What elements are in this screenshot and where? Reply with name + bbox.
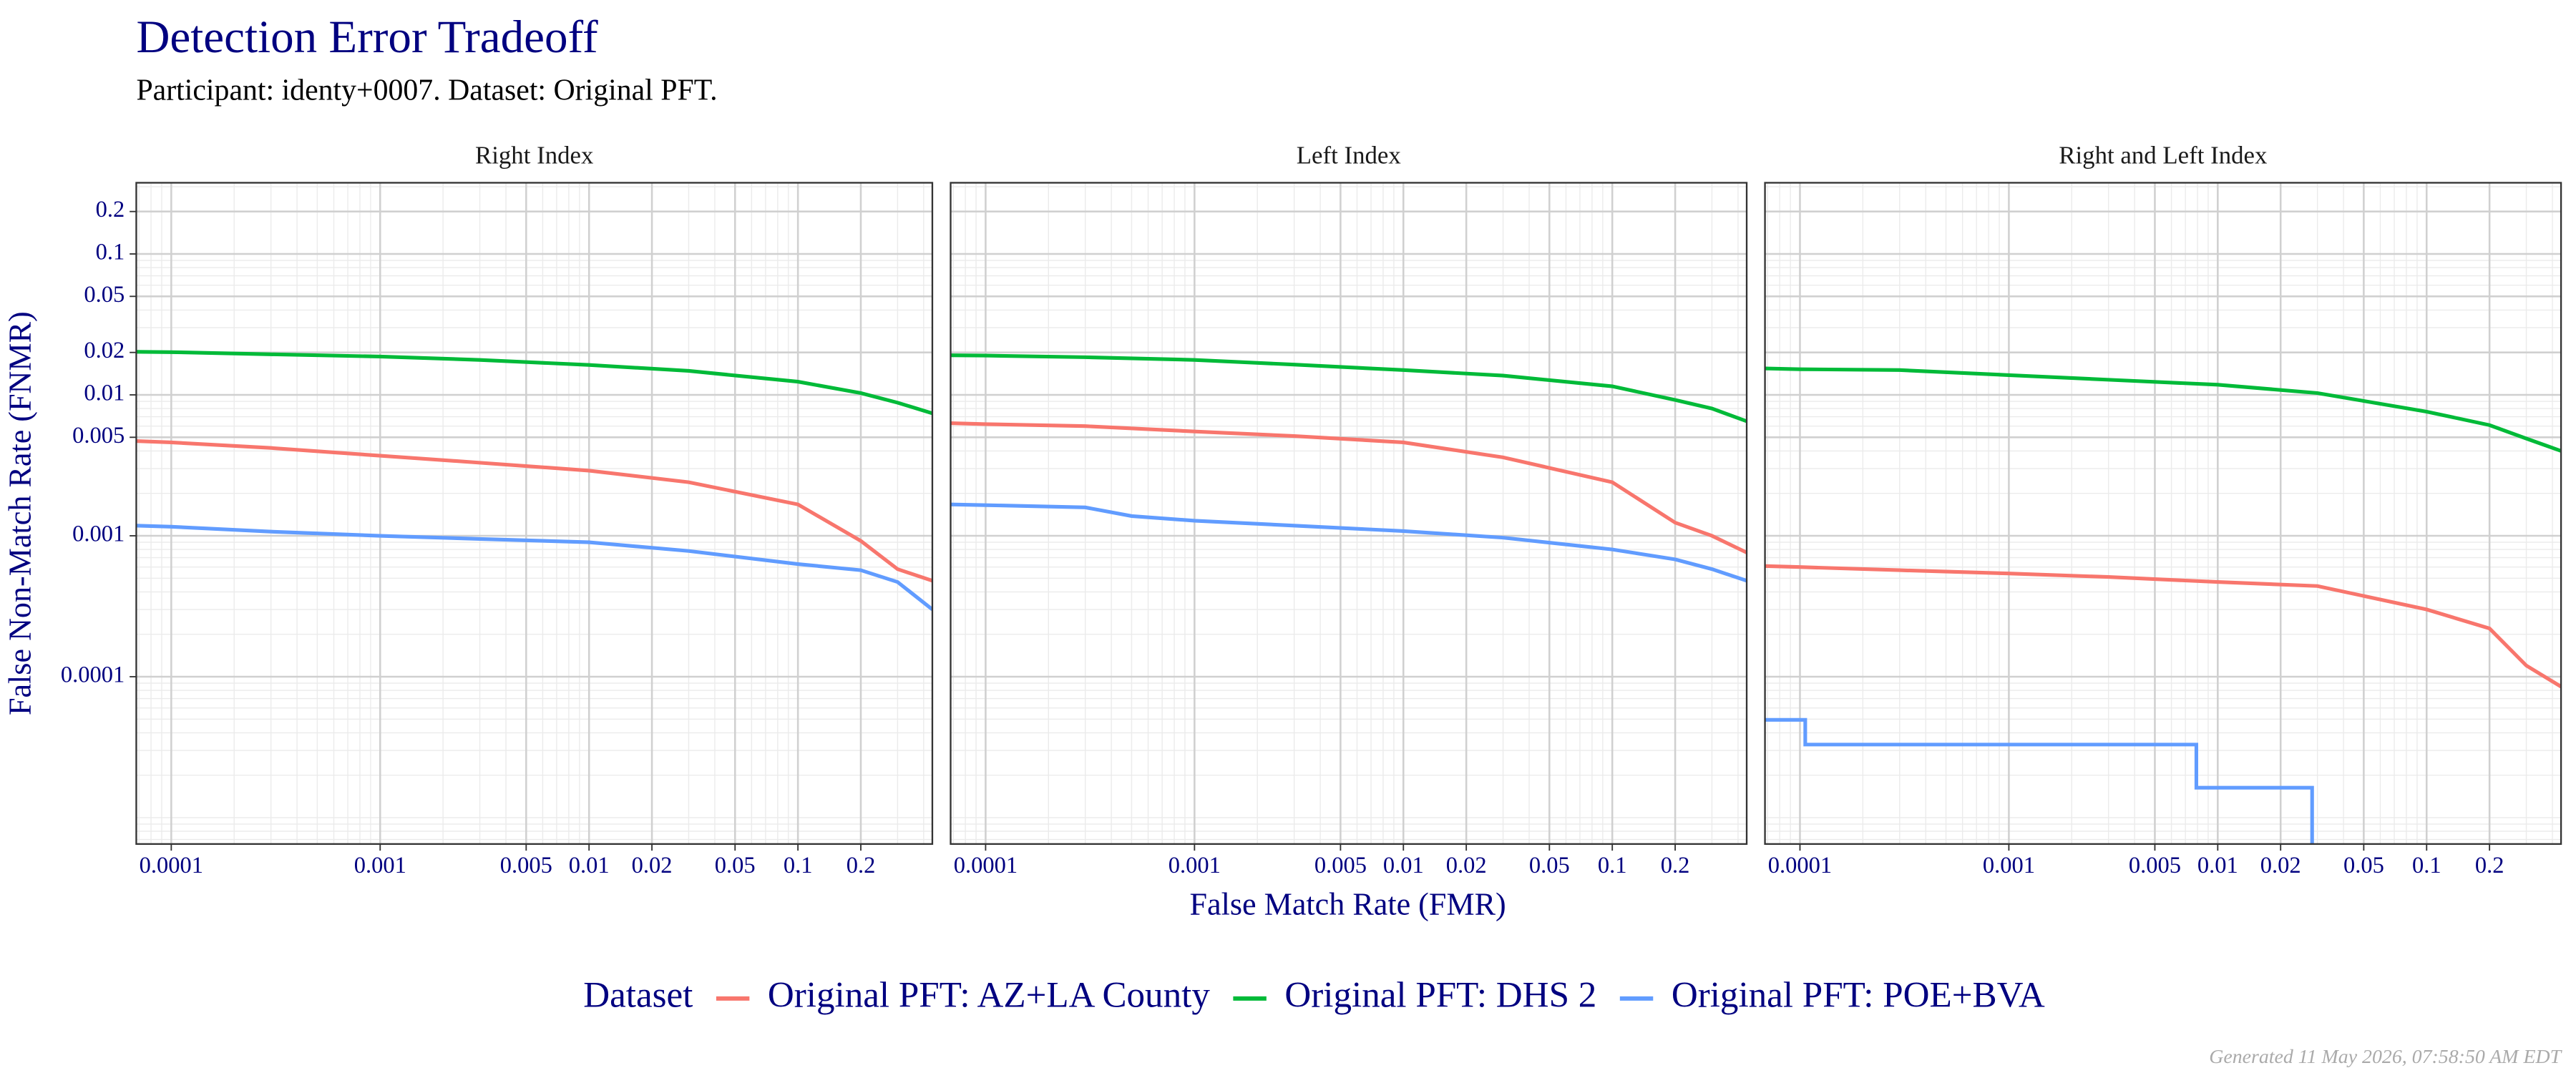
x-tick-label: 0.001 bbox=[1169, 853, 1221, 878]
y-tick-label: 0.005 bbox=[72, 423, 125, 449]
x-tick-label: 0.001 bbox=[1983, 853, 2035, 878]
series-line bbox=[950, 353, 1747, 423]
legend-title: Dataset bbox=[583, 975, 693, 1016]
x-tick-label: 0.001 bbox=[354, 853, 406, 878]
x-tick-label: 0.005 bbox=[1314, 853, 1367, 878]
x-tick-label: 0.1 bbox=[784, 853, 813, 878]
y-tick-label: 0.2 bbox=[96, 197, 125, 222]
x-tick-label: 0.1 bbox=[2412, 853, 2441, 878]
panel-title: Right Index bbox=[475, 142, 593, 170]
x-tick-label: 0.2 bbox=[1661, 853, 1690, 878]
panel-background bbox=[136, 182, 932, 844]
x-tick-label: 0.02 bbox=[632, 853, 673, 878]
x-tick-label: 0.05 bbox=[1529, 853, 1570, 878]
y-tick-label: 0.02 bbox=[84, 338, 125, 363]
x-tick-label: 0.05 bbox=[2343, 853, 2384, 878]
panel-border bbox=[135, 182, 934, 846]
x-tick-label: 0.005 bbox=[2129, 853, 2181, 878]
legend-label: Original PFT: POE+BVA bbox=[1672, 975, 2045, 1016]
y-axis-label: False Non-Match Rate (FNMR) bbox=[3, 311, 38, 715]
panel-border bbox=[1764, 182, 2562, 846]
series-line bbox=[1765, 564, 2562, 689]
x-axis-label: False Match Rate (FMR) bbox=[1189, 886, 1506, 921]
series-line bbox=[136, 350, 932, 416]
x-tick-label: 0.01 bbox=[569, 853, 610, 878]
panel-background bbox=[950, 182, 1747, 844]
x-tick-label: 0.02 bbox=[2260, 853, 2301, 878]
series-line bbox=[136, 439, 932, 583]
x-tick-label: 0.01 bbox=[2197, 853, 2238, 878]
x-tick-label: 0.1 bbox=[1598, 853, 1627, 878]
chart-subtitle: Participant: identy+0007. Dataset: Origi… bbox=[136, 74, 717, 107]
series-line bbox=[1765, 717, 2314, 844]
x-tick-label: 0.0001 bbox=[954, 853, 1018, 878]
y-tick-label: 0.01 bbox=[84, 380, 125, 406]
legend-label: Original PFT: DHS 2 bbox=[1284, 975, 1596, 1016]
panel-border bbox=[950, 182, 1748, 846]
x-tick-label: 0.005 bbox=[500, 853, 552, 878]
x-tick-label: 0.01 bbox=[1383, 853, 1424, 878]
panel-background bbox=[1765, 182, 2562, 844]
x-tick-label: 0.05 bbox=[715, 853, 756, 878]
y-tick-label: 0.05 bbox=[84, 282, 125, 308]
series-line bbox=[950, 421, 1747, 554]
footer: Generated 11 May 2026, 07:58:50 AM EDT bbox=[2209, 1046, 2562, 1068]
panel-title: Left Index bbox=[1297, 142, 1401, 170]
y-tick-label: 0.001 bbox=[72, 521, 125, 547]
chart-title: Detection Error Tradeoff bbox=[136, 11, 598, 63]
x-tick-label: 0.0001 bbox=[1768, 853, 1832, 878]
legend-label: Original PFT: AZ+LA County bbox=[768, 975, 1210, 1016]
x-tick-label: 0.2 bbox=[847, 853, 876, 878]
series-line bbox=[136, 524, 932, 612]
series-line bbox=[1765, 366, 2562, 453]
y-tick-label: 0.1 bbox=[96, 239, 125, 265]
panel-title: Right and Left Index bbox=[2059, 142, 2267, 170]
x-tick-label: 0.02 bbox=[1446, 853, 1487, 878]
x-tick-label: 0.0001 bbox=[140, 853, 203, 878]
series-line bbox=[950, 502, 1747, 583]
y-tick-label: 0.0001 bbox=[61, 662, 125, 687]
x-tick-label: 0.2 bbox=[2475, 853, 2504, 878]
